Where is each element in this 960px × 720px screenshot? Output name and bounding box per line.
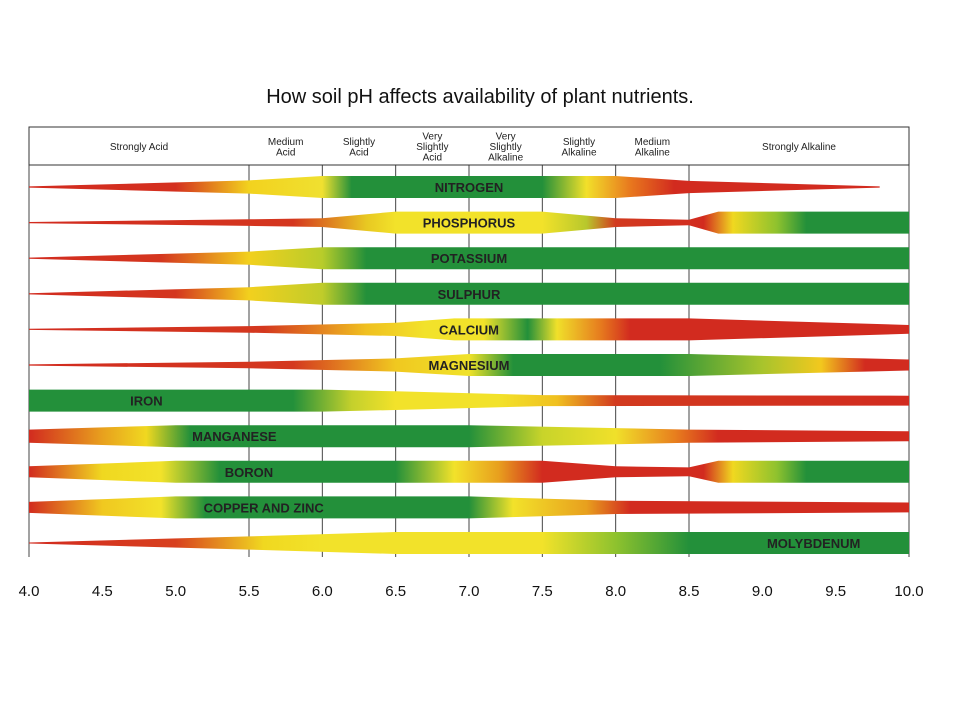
zone-label: Alkaline [488,153,523,164]
zone-label: Slightly [490,142,522,153]
x-tick-label: 8.5 [679,583,700,600]
zone-label: Alkaline [561,147,596,158]
nutrient-label: COPPER AND ZINC [204,500,325,515]
x-tick-label: 7.5 [532,583,553,600]
nutrient-band [29,211,909,234]
grid [28,127,910,557]
ph-zone-header: Strongly Acid MediumAcidSlightlyAcidVeryS… [28,126,910,166]
zone-label: Slightly [343,137,375,148]
nutrient-label: IRON [130,394,163,409]
x-tick-label: 4.0 [19,583,40,600]
x-tick-label: 9.5 [825,583,846,600]
x-tick-label: 6.0 [312,583,333,600]
zone-label: Acid [423,153,442,164]
x-tick-label: 4.5 [92,583,113,600]
nutrient-label: CALCIUM [439,322,499,337]
nutrient-label: MOLYBDENUM [767,536,860,551]
nutrient-band [29,318,909,341]
x-tick-label: 7.0 [459,583,480,600]
nutrient-label: BORON [225,465,273,480]
nutrient-band [29,354,909,376]
x-tick-label: 5.0 [165,583,186,600]
header-box [28,126,910,166]
nutrient-band [29,496,909,519]
zone-label: Slightly [563,137,595,148]
nutrient-label: MAGNESIUM [429,358,510,373]
zone-label: Strongly Acid [110,142,168,153]
zone-label: Very [422,132,442,143]
zone-label: Acid [349,147,368,158]
nutrient-label: NITROGEN [435,180,504,195]
nutrient-band [29,282,909,305]
nutrient-label: PHOSPHORUS [423,216,516,231]
zone-label: Strongly Alkaline [762,142,836,153]
nutrient-label: SULPHUR [438,287,501,302]
zone-label: Acid [276,147,295,158]
x-axis-ticks: 4.0 4.5 5.0 5.5 6.0 6.5 7.0 7.5 8.0 8.5 9.0 9.5 10.0 [19,583,924,600]
zone-label: Slightly [416,142,448,153]
x-tick-label: 6.5 [385,583,406,600]
nutrient-band [29,247,909,270]
zone-label: Medium [635,137,671,148]
nutrient-band [29,425,909,448]
nutrient-label: MANGANESE [192,429,277,444]
x-tick-label: 5.5 [239,583,260,600]
nutrient-label: POTASSIUM [431,251,507,266]
x-tick-label: 8.0 [605,583,626,600]
x-tick-label: 9.0 [752,583,773,600]
nutrient-band [29,176,880,198]
nutrient-bands: NITROGEN PHOSPHORUS POTASSIUM SULPHUR CALCIU… [29,176,909,554]
zone-label: Medium [268,137,304,148]
chart-title: How soil pH affects availability of plan… [266,86,694,108]
nutrient-band [29,532,909,554]
x-tick-label: 10.0 [894,583,923,600]
nutrient-band [29,389,909,412]
zone-label: Alkaline [635,147,670,158]
nutrient-band [29,460,909,483]
zone-label: Very [496,132,516,143]
